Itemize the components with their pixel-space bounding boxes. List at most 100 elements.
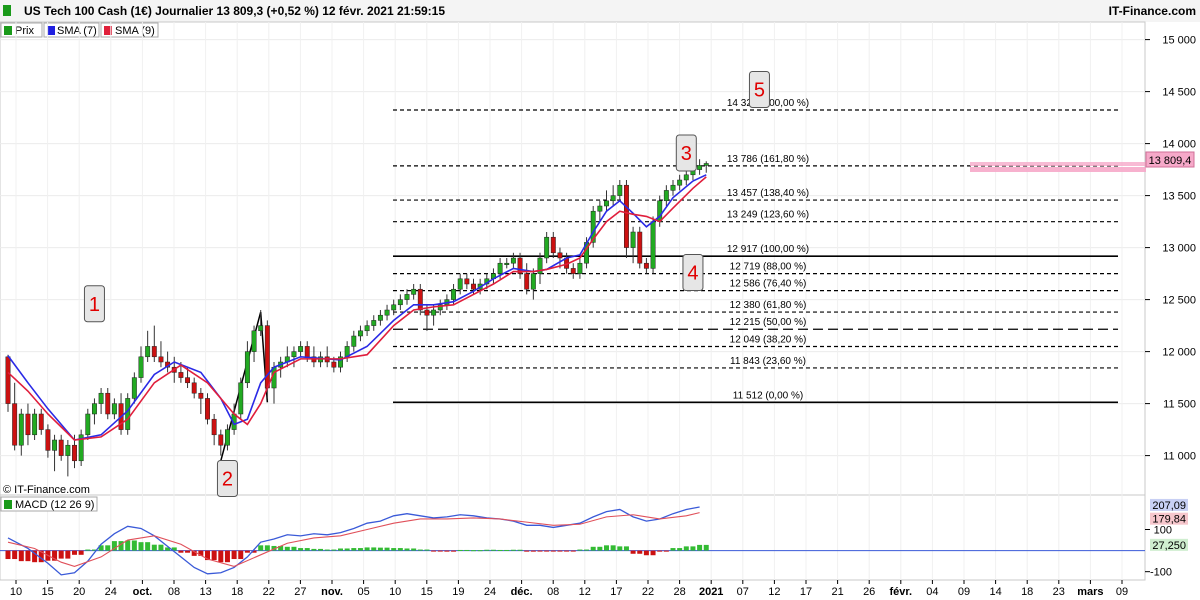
candle-up (298, 346, 304, 352)
candle-up (451, 288, 457, 300)
current-price-marker: 13 809,4 (970, 151, 1195, 172)
candle-up (630, 231, 636, 248)
x-tick-label: 19 (452, 586, 464, 598)
candle-up (65, 444, 71, 456)
macd-histogram-bar (185, 550, 191, 553)
candle-up (510, 257, 516, 264)
candle-down (198, 392, 204, 399)
candle-up (111, 403, 117, 415)
macd-histogram-bar (550, 550, 556, 552)
x-tick-label: 27 (294, 586, 306, 598)
macd-histogram-bar (597, 546, 603, 551)
macd-value-tag (1150, 498, 1188, 511)
candle-up (670, 184, 676, 191)
macd-histogram-bar (557, 550, 563, 552)
macd-histogram-bar (238, 550, 244, 560)
macd-histogram-bar (145, 542, 151, 551)
legend-item-sma9[interactable] (100, 22, 159, 38)
macd-legend-label: MACD (12 26 9) (15, 499, 94, 511)
macd-histogram-bar (5, 550, 11, 560)
candle-up (244, 351, 250, 384)
macd-histogram-bar (131, 540, 137, 551)
candle-up (131, 377, 137, 399)
macd-histogram-bar (637, 550, 643, 554)
macd-histogram-bar (125, 540, 131, 551)
y-tick-label: 11 000 (1163, 451, 1196, 463)
macd-legend-item[interactable] (0, 496, 98, 512)
candle-down (471, 283, 476, 290)
macd-histogram-bar (697, 544, 703, 551)
x-tick-label: déc. (511, 586, 533, 598)
y-tick-label: 14 000 (1162, 139, 1196, 151)
macd-histogram-bar (298, 548, 304, 551)
candle-up (391, 304, 397, 311)
legend-item-sma7[interactable] (43, 22, 100, 38)
legend-label-sma7: SMA (7) (57, 25, 97, 37)
grid (0, 22, 1145, 580)
macd-histogram-bar (165, 547, 171, 551)
macd-histogram-bar (517, 549, 523, 551)
legend-swatch-sma9 (104, 26, 112, 35)
macd-histogram-bar (504, 549, 510, 551)
macd-histogram-bar (171, 547, 177, 551)
fib-level-label: 12 215 (50,00 %) (730, 317, 807, 328)
y-tick-label: 13 500 (1162, 191, 1196, 203)
macd-histogram-bar (411, 548, 417, 551)
macd-histogram-bar (78, 550, 84, 555)
candle-up (604, 200, 609, 207)
x-tick-label: 22 (642, 586, 654, 598)
macd-histogram-bar (65, 550, 71, 559)
macd-histogram-bar (630, 550, 636, 554)
candle-down (191, 382, 197, 394)
x-tick-label: 26 (863, 586, 875, 598)
sma7-line (7, 174, 707, 441)
candle-up (52, 439, 57, 451)
y-tick-label: 12 500 (1162, 295, 1196, 307)
candle-up (577, 262, 583, 274)
macd-histogram-bar (291, 546, 297, 551)
candle-down (25, 413, 31, 436)
x-tick-label: 2021 (699, 586, 723, 598)
fib-level-label: 11 843 (23,60 %) (730, 356, 806, 367)
x-tick-label: 23 (1053, 586, 1065, 598)
candle-up (597, 205, 603, 212)
macd-histogram-bar (12, 550, 18, 560)
candle-down (637, 231, 643, 264)
wave-label-5: 5 (754, 80, 765, 102)
macd-line (7, 506, 700, 576)
wave-label-1: 1 (89, 294, 100, 316)
macd-histogram-bar (690, 546, 696, 551)
candle-up (497, 262, 503, 274)
macd-histogram-bar (338, 548, 343, 551)
brand-label: IT-Finance.com (1109, 4, 1196, 18)
candle-up (291, 351, 297, 358)
wave-label-2: 2 (222, 468, 233, 490)
macd-value-tag (1150, 538, 1188, 551)
x-tick-label: 09 (958, 586, 970, 598)
macd-histogram-bar (377, 547, 383, 551)
candle-up (703, 163, 709, 166)
macd-histogram-bar (72, 550, 77, 555)
macd-histogram-bar (231, 550, 237, 560)
macd-y-tick-label: -100 (1150, 567, 1172, 579)
wave-label-box (748, 71, 770, 109)
candle-up (650, 221, 656, 269)
macd-histogram-bar (670, 548, 676, 551)
x-tick-label: 12 (768, 586, 780, 598)
x-tick-label: 12 (579, 586, 591, 598)
x-tick-label: 18 (1021, 586, 1033, 598)
macd-histogram-bar (477, 550, 483, 552)
candle-up (78, 434, 84, 462)
macd-value-label: 179,84 (1152, 514, 1186, 526)
macd-histogram-bar (85, 549, 91, 551)
macd-histogram-bar (18, 550, 24, 562)
candle-up (504, 262, 510, 265)
fibonacci-levels: 14 323 (200,00 %)13 786 (161,80 %)13 457… (393, 98, 1118, 404)
macd-histogram-bar (417, 549, 423, 551)
macd-histogram-bar (663, 550, 669, 552)
macd-histogram-bar (457, 549, 463, 551)
macd-histogram-bar (623, 546, 629, 551)
macd-histogram-bar (324, 549, 330, 551)
candle-down (424, 309, 430, 316)
